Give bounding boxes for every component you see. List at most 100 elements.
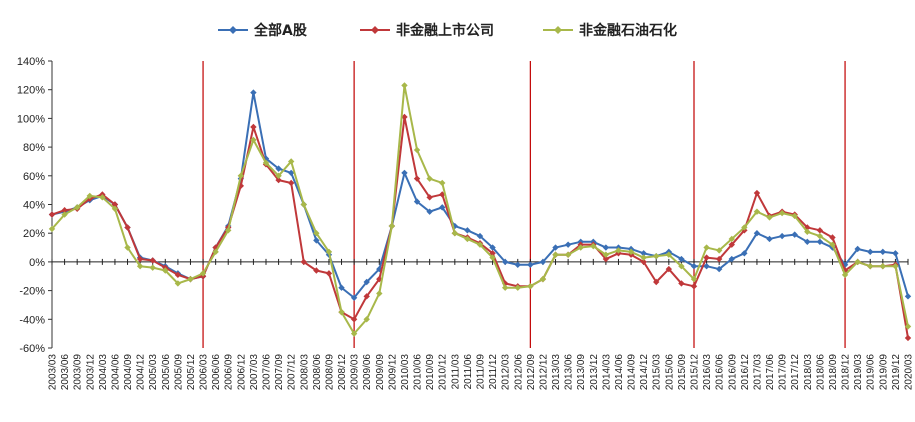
data-point: [653, 278, 660, 286]
series-1: [48, 113, 912, 342]
data-point: [464, 235, 471, 243]
data-point: [99, 194, 106, 201]
x-tick-label: 2007/12: [287, 354, 298, 391]
data-point: [778, 209, 786, 217]
data-point: [413, 146, 421, 154]
data-point: [879, 263, 887, 270]
data-point: [401, 113, 408, 121]
y-tick-label: 80%: [23, 142, 45, 154]
data-point: [867, 248, 874, 256]
data-point: [552, 244, 559, 251]
y-tick-label: 100%: [17, 113, 45, 125]
data-point: [816, 232, 824, 240]
x-tick-label: 2005/09: [173, 354, 184, 391]
data-point: [564, 241, 572, 248]
x-tick-label: 2006/03: [199, 354, 210, 391]
data-point: [678, 280, 685, 287]
x-tick-label: 2007/03: [249, 354, 260, 391]
data-point: [136, 255, 144, 263]
x-tick-label: 2009/06: [362, 354, 373, 391]
data-point: [703, 263, 710, 270]
x-tick-label: 2015/06: [664, 354, 675, 391]
data-point: [73, 204, 81, 211]
data-point: [464, 227, 471, 234]
data-point: [174, 271, 182, 279]
data-point: [489, 244, 496, 251]
data-point: [476, 232, 484, 240]
x-tick-label: 2018/09: [828, 354, 839, 391]
data-point: [363, 278, 370, 286]
data-point: [728, 241, 735, 248]
data-point: [250, 123, 257, 131]
data-point: [867, 263, 874, 270]
legend: 全部A股 非金融上市公司 非金融石油石化: [218, 22, 677, 39]
legend-marker: [229, 26, 237, 34]
data-point: [728, 255, 735, 263]
data-point: [501, 258, 509, 266]
x-tick-label: 2003/09: [73, 354, 84, 391]
x-tick-label: 2003/03: [48, 354, 59, 391]
data-point: [476, 241, 484, 248]
legend-marker: [371, 26, 379, 34]
data-point: [237, 172, 245, 179]
x-tick-label: 2015/12: [690, 354, 701, 391]
x-tick-label: 2010/12: [438, 354, 449, 391]
x-axis: 2003/03 2003/06 2003/09 2003/12 2004/03 2004/…: [48, 258, 915, 391]
data-point: [401, 169, 408, 177]
data-point: [275, 176, 282, 184]
data-point: [791, 231, 798, 238]
y-tick-label: 40%: [23, 200, 45, 212]
data-point: [388, 222, 396, 230]
data-point: [766, 214, 773, 221]
legend-item-0: 全部A股: [218, 22, 308, 39]
data-point: [501, 284, 509, 291]
x-tick-label: 2015/09: [677, 354, 688, 391]
data-point: [313, 230, 320, 237]
data-point: [313, 267, 320, 274]
x-tick-label: 2019/03: [853, 354, 864, 391]
series-2: [48, 82, 912, 337]
x-tick-label: 2011/09: [476, 354, 487, 390]
data-point: [61, 207, 68, 214]
x-tick-label: 2004/06: [110, 354, 121, 391]
x-tick-label: 2017/03: [752, 354, 763, 391]
data-point: [854, 258, 861, 266]
x-tick-label: 2018/03: [803, 354, 814, 391]
data-point: [690, 263, 698, 270]
x-tick-label: 2016/09: [727, 354, 738, 391]
data-point: [577, 244, 584, 251]
data-point: [791, 212, 798, 220]
series-line: [51, 115, 909, 339]
x-tick-label: 2013/12: [589, 354, 600, 391]
x-tick-label: 2014/06: [614, 354, 625, 391]
x-tick-label: 2016/03: [702, 354, 713, 391]
data-point: [124, 224, 131, 231]
data-point: [413, 198, 421, 205]
data-point: [350, 294, 358, 301]
y-tick-label: 140%: [17, 56, 45, 68]
data-point: [187, 275, 194, 283]
x-tick-label: 2012/12: [538, 354, 549, 391]
data-point: [275, 172, 282, 179]
data-point: [640, 258, 647, 266]
x-tick-label: 2009/03: [350, 354, 361, 391]
data-point: [325, 248, 333, 256]
x-tick-label: 2014/03: [601, 354, 612, 391]
data-point: [262, 159, 270, 167]
data-point: [879, 248, 887, 256]
data-point: [829, 234, 836, 241]
data-point: [904, 293, 912, 300]
data-point: [250, 89, 257, 96]
series-line: [51, 91, 909, 299]
data-point: [199, 270, 207, 277]
x-tick-label: 2009/12: [387, 354, 398, 391]
data-point: [451, 230, 459, 237]
x-tick-label: 2015/03: [652, 354, 663, 391]
data-point: [111, 205, 119, 213]
data-point: [61, 211, 68, 218]
legend-item-2: 非金融石油石化: [543, 22, 677, 39]
data-point: [804, 238, 811, 246]
data-point: [149, 264, 156, 271]
data-point: [665, 251, 673, 258]
x-tick-label: 2013/06: [564, 354, 575, 391]
